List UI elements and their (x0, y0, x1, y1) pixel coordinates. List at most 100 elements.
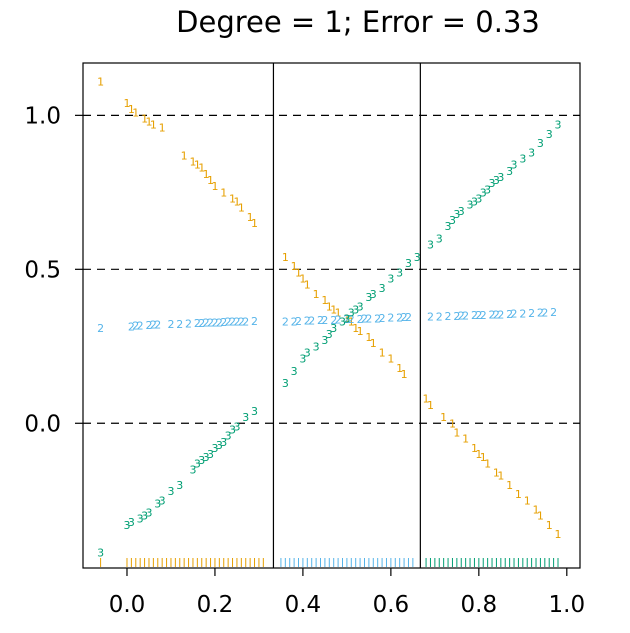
data-point: 3 (493, 174, 500, 187)
x-tick-label: 0.8 (461, 592, 498, 618)
data-point: 2 (282, 316, 289, 329)
y-axis: 0.0 0.5 1.0 (24, 103, 83, 437)
data-point: 2 (207, 317, 214, 330)
x-axis: 0.0 0.2 0.4 0.6 0.8 1.0 (109, 568, 585, 618)
data-point: 3 (225, 430, 232, 443)
data-point: 2 (145, 319, 152, 332)
data-point: 1 (449, 417, 456, 430)
data-point: 3 (511, 159, 518, 172)
data-point: 2 (238, 315, 245, 328)
data-point: 3 (141, 510, 148, 523)
data-point: 3 (282, 377, 289, 390)
data-point: 3 (313, 340, 320, 353)
data-point: 1 (401, 368, 408, 381)
data-point: 2 (506, 308, 513, 321)
data-point: 2 (379, 312, 386, 325)
data-point: 1 (475, 448, 482, 461)
x-tick-label: 0.6 (373, 592, 410, 618)
data-point: 2 (445, 310, 452, 323)
data-point: 3 (167, 485, 174, 498)
data-point: 3 (519, 152, 526, 165)
data-point: 3 (352, 303, 359, 316)
data-point: 1 (352, 322, 359, 335)
data-point: 1 (480, 451, 487, 464)
data-point: 1 (453, 427, 460, 440)
x-tick-label: 0.2 (197, 592, 234, 618)
data-point: 3 (537, 137, 544, 150)
data-point: 2 (203, 317, 210, 330)
data-point: 2 (475, 309, 482, 322)
data-point: 1 (220, 186, 227, 199)
data-point: 1 (251, 217, 258, 230)
data-point: 2 (343, 313, 350, 326)
data-point: 1 (203, 168, 210, 181)
plot-frame (82, 62, 581, 569)
data-point: 1 (282, 251, 289, 264)
data-point: 1 (150, 119, 157, 132)
data-point: 1 (321, 294, 328, 307)
data-point: 3 (145, 507, 152, 520)
data-point: 1 (493, 467, 500, 480)
data-point: 3 (321, 334, 328, 347)
data-point: 1 (379, 346, 386, 359)
data-point: 1 (537, 510, 544, 523)
data-point: 3 (436, 233, 443, 246)
data-point: 3 (299, 353, 306, 366)
data-point: 2 (528, 307, 535, 320)
data-point: 2 (216, 316, 223, 329)
data-point: 1 (247, 211, 254, 224)
data-point: 2 (211, 316, 218, 329)
data-point: 2 (458, 310, 465, 323)
data-point: 3 (370, 288, 377, 301)
data-point: 3 (326, 328, 333, 341)
data-point: 1 (555, 528, 562, 541)
grid-lines (83, 114, 580, 424)
data-point: 2 (233, 316, 240, 329)
data-point: 1 (440, 411, 447, 424)
data-point: 1 (238, 202, 245, 215)
data-point: 1 (533, 503, 540, 516)
data-point: 1 (211, 180, 218, 193)
data-point: 3 (207, 448, 214, 461)
data-point: 2 (348, 313, 355, 326)
data-point: 2 (291, 315, 298, 328)
data-point: 1 (471, 442, 478, 455)
data-point: 3 (528, 146, 535, 159)
data-point: 1 (497, 470, 504, 483)
data-point: 3 (194, 457, 201, 470)
data-point: 1 (159, 122, 166, 135)
data-point: 3 (546, 128, 553, 141)
data-point: 2 (128, 320, 135, 333)
data-point: 3 (506, 165, 513, 178)
data-point: 3 (484, 183, 491, 196)
data-point: 3 (357, 300, 364, 313)
data-point: 3 (555, 119, 562, 132)
data-point: 3 (480, 186, 487, 199)
data-point: 2 (541, 306, 548, 319)
y-tick-label: 0.0 (24, 411, 61, 437)
data-point: 1 (123, 97, 130, 110)
data-point: 3 (379, 282, 386, 295)
data-point: 2 (361, 313, 368, 326)
x-tick-label: 0.4 (285, 592, 322, 618)
chart-title: Degree = 1; Error = 0.33 (176, 5, 540, 39)
data-point: 1 (343, 313, 350, 326)
data-point: 3 (137, 513, 144, 526)
data-point: 1 (357, 325, 364, 338)
data-point: 3 (216, 439, 223, 452)
data-point: 1 (128, 103, 135, 116)
data-point: 2 (493, 308, 500, 321)
data-point: 1 (546, 519, 553, 532)
data-point: 1 (132, 106, 139, 119)
data-point: 2 (471, 309, 478, 322)
data-point: 2 (550, 306, 557, 319)
data-point: 1 (295, 266, 302, 279)
data-point: 3 (159, 494, 166, 507)
x-tick-label: 1.0 (549, 592, 586, 618)
data-point: 3 (427, 239, 434, 252)
data-point: 3 (242, 411, 249, 424)
data-point: 3 (489, 177, 496, 190)
data-point: 2 (137, 319, 144, 332)
data-point: 2 (198, 317, 205, 330)
data-point: 3 (154, 497, 161, 510)
